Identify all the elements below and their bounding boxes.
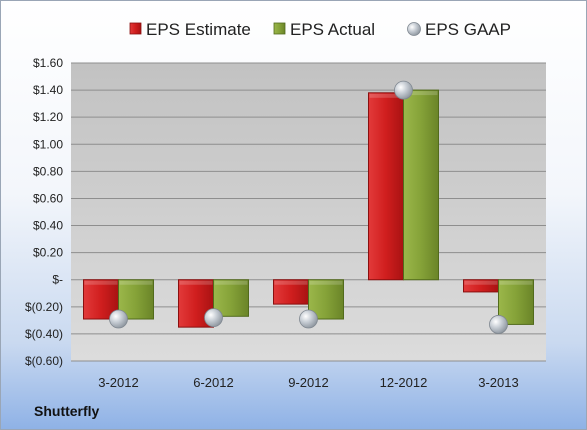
bar-highlight xyxy=(369,93,403,98)
bar-highlight xyxy=(179,280,213,285)
y-tick-label: $0.60 xyxy=(33,191,63,205)
y-tick-label: $1.20 xyxy=(33,110,63,124)
y-tick-label: $- xyxy=(52,273,63,287)
y-tick-label: $0.20 xyxy=(33,246,63,260)
bar-highlight xyxy=(214,280,248,285)
x-category-label: 3-2012 xyxy=(98,375,138,390)
y-tick-label: $1.00 xyxy=(33,137,63,151)
bar-highlight xyxy=(274,280,308,285)
bar-highlight xyxy=(119,280,153,285)
company-name: Shutterfly xyxy=(34,403,100,419)
x-category-label: 9-2012 xyxy=(288,375,328,390)
legend-swatch xyxy=(129,22,142,35)
marker-eps-gaap xyxy=(204,308,223,328)
bar-highlight xyxy=(84,280,118,285)
bar-highlight xyxy=(499,280,533,285)
y-tick-label: $(0.60) xyxy=(25,354,63,368)
marker-eps-gaap xyxy=(299,309,318,329)
y-tick-label: $0.80 xyxy=(33,164,63,178)
x-category-label: 6-2012 xyxy=(193,375,233,390)
bar-eps-estimate xyxy=(368,92,404,281)
x-category-label: 3-2013 xyxy=(478,375,518,390)
marker-eps-gaap xyxy=(109,309,128,329)
y-tick-label: $(0.40) xyxy=(25,327,63,341)
y-tick-label: $1.60 xyxy=(33,56,63,70)
gaap-markers xyxy=(109,80,508,334)
bar-eps-actual xyxy=(498,279,534,325)
legend-swatch xyxy=(273,22,286,35)
bar-eps-actual xyxy=(213,279,249,317)
bars xyxy=(83,89,534,328)
bar-eps-estimate xyxy=(273,279,309,305)
bar-highlight xyxy=(309,280,343,285)
bar-highlight xyxy=(404,91,438,96)
legend-swatch xyxy=(407,22,421,36)
legend-label: EPS GAAP xyxy=(425,20,511,39)
x-axis-categories: 3-2012 6-2012 9-2012 12-2012 3-2013 xyxy=(98,375,518,390)
legend-label: EPS Estimate xyxy=(146,20,251,39)
x-category-label: 12-2012 xyxy=(380,375,428,390)
y-tick-label: $1.40 xyxy=(33,83,63,97)
marker-eps-gaap xyxy=(394,80,413,100)
bar-highlight xyxy=(464,280,498,285)
y-axis-ticks: $1.60 $1.40 $1.20 $1.00 $0.80 $0.60 $0.40 $0.20… xyxy=(25,56,63,368)
bar-eps-actual xyxy=(403,89,439,281)
marker-eps-gaap xyxy=(489,315,508,334)
y-tick-label: $0.40 xyxy=(33,219,63,233)
y-tick-label: $(0.20) xyxy=(25,300,63,314)
legend-label: EPS Actual xyxy=(290,20,375,39)
legend: EPS Estimate EPS Actual EPS GAAP xyxy=(129,20,511,39)
